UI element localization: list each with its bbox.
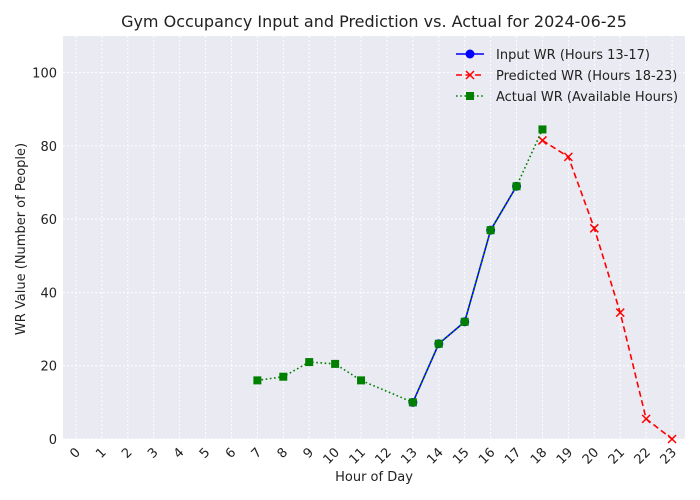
y-tick-label: 0 [49, 433, 57, 448]
data-point [538, 125, 547, 134]
series-group [253, 125, 677, 444]
x-tick-label: 2 [119, 445, 135, 461]
data-point [408, 398, 417, 407]
data-point [486, 226, 495, 235]
x-tick-label: 23 [658, 445, 680, 467]
data-point [641, 414, 651, 424]
x-tick-label: 16 [476, 445, 498, 467]
data-point [667, 434, 677, 444]
x-tick-label: 20 [580, 445, 602, 467]
data-point [357, 376, 366, 385]
x-tick-label: 0 [67, 445, 83, 461]
legend-item: Actual WR (Available Hours) [456, 90, 678, 105]
data-point [563, 152, 573, 162]
y-axis: 0 20 40 60 80 100 [32, 67, 57, 448]
x-tick-label: 22 [632, 445, 654, 467]
legend-item: Predicted WR (Hours 18-23) [456, 69, 677, 84]
data-point [331, 359, 340, 368]
data-point [279, 372, 288, 381]
x-tick-label: 17 [502, 445, 524, 467]
x-tick-label: 14 [424, 445, 446, 467]
x-tick-label: 7 [249, 445, 265, 461]
x-tick-label: 15 [450, 445, 472, 467]
x-axis: 0 1 2 3 4 5 6 7 8 9 10 11 12 13 14 15 16 17 18 19 20 21 22 23 [67, 445, 680, 467]
data-point [434, 339, 443, 348]
x-tick-label: 3 [145, 445, 161, 461]
y-tick-label: 60 [40, 213, 57, 228]
x-tick-label: 10 [321, 445, 343, 467]
data-point [615, 308, 625, 318]
data-point [512, 182, 521, 191]
x-tick-label: 13 [398, 445, 420, 467]
data-point [589, 223, 599, 233]
series-3 [253, 125, 547, 407]
legend-marker [465, 70, 475, 80]
data-point [460, 317, 469, 326]
y-axis-label: WR Value (Number of People) [14, 143, 29, 335]
x-tick-label: 4 [171, 445, 187, 461]
x-tick-label: 21 [606, 445, 628, 467]
legend-marker [465, 49, 475, 59]
legend-label: Predicted WR (Hours 18-23) [496, 69, 677, 84]
x-tick-label: 19 [554, 445, 576, 467]
y-tick-label: 40 [40, 286, 57, 301]
x-axis-label: Hour of Day [335, 470, 413, 485]
plot-area [63, 36, 685, 439]
x-tick-label: 1 [93, 445, 109, 461]
x-tick-label: 6 [223, 445, 239, 461]
data-point [537, 135, 547, 145]
x-tick-label: 8 [275, 445, 291, 461]
legend-item: Input WR (Hours 13-17) [456, 48, 650, 63]
legend: Input WR (Hours 13-17) Predicted WR (Hour… [456, 48, 678, 105]
grid-lines [63, 36, 685, 440]
x-tick-label: 9 [301, 445, 317, 461]
chart-title: Gym Occupancy Input and Prediction vs. A… [121, 12, 627, 31]
legend-marker [466, 92, 474, 100]
x-tick-label: 5 [197, 445, 213, 461]
data-point [305, 358, 314, 367]
x-tick-label: 11 [347, 445, 369, 467]
y-tick-label: 80 [40, 140, 57, 155]
x-tick-label: 18 [528, 445, 550, 467]
y-tick-label: 20 [40, 360, 57, 375]
legend-label: Actual WR (Available Hours) [496, 90, 678, 105]
x-tick-label: 12 [372, 445, 394, 467]
series-2 [537, 135, 677, 444]
legend-label: Input WR (Hours 13-17) [496, 48, 650, 63]
y-tick-label: 100 [32, 67, 57, 82]
data-point [253, 376, 262, 385]
